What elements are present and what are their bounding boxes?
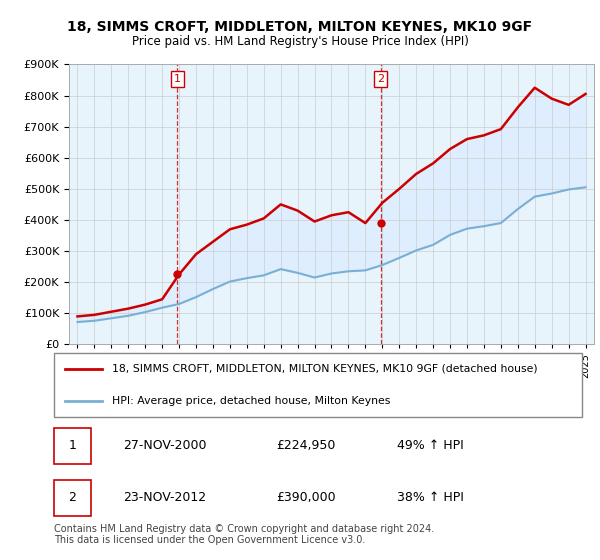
Text: 18, SIMMS CROFT, MIDDLETON, MILTON KEYNES, MK10 9GF: 18, SIMMS CROFT, MIDDLETON, MILTON KEYNE… [67,20,533,34]
Text: £224,950: £224,950 [276,439,335,452]
Text: 1: 1 [174,74,181,84]
Text: £390,000: £390,000 [276,491,335,505]
Text: 23-NOV-2012: 23-NOV-2012 [122,491,206,505]
Text: 1: 1 [68,439,76,452]
FancyBboxPatch shape [54,480,91,516]
Text: HPI: Average price, detached house, Milton Keynes: HPI: Average price, detached house, Milt… [112,396,391,406]
FancyBboxPatch shape [54,428,91,464]
Text: 27-NOV-2000: 27-NOV-2000 [122,439,206,452]
Text: 18, SIMMS CROFT, MIDDLETON, MILTON KEYNES, MK10 9GF (detached house): 18, SIMMS CROFT, MIDDLETON, MILTON KEYNE… [112,364,538,374]
FancyBboxPatch shape [54,353,582,417]
Text: 2: 2 [377,74,384,84]
Text: 38% ↑ HPI: 38% ↑ HPI [397,491,464,505]
Text: Price paid vs. HM Land Registry's House Price Index (HPI): Price paid vs. HM Land Registry's House … [131,35,469,48]
Text: 49% ↑ HPI: 49% ↑ HPI [397,439,464,452]
Text: 2: 2 [68,491,76,505]
Text: Contains HM Land Registry data © Crown copyright and database right 2024.
This d: Contains HM Land Registry data © Crown c… [54,524,434,545]
